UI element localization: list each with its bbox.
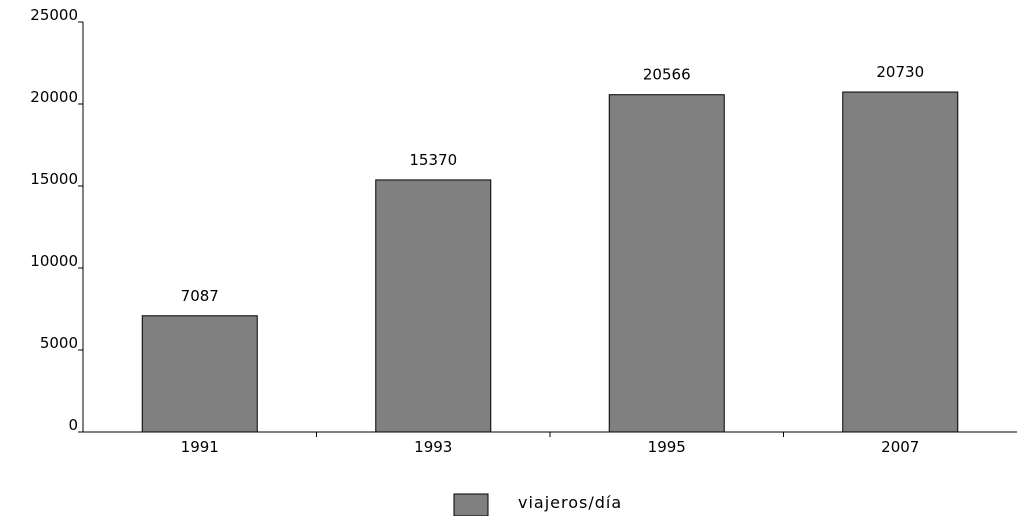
y-tick-label: 10000 [30, 252, 78, 270]
x-tick-label: 1991 [181, 438, 219, 456]
chart-legend: viajeros/día [453, 493, 622, 516]
data-label: 15370 [409, 151, 457, 169]
y-tick-label: 5000 [40, 334, 78, 352]
y-axis-ticks: 0 5000 10000 15000 20000 25000 [30, 6, 83, 434]
bar-series: 7087 15370 20566 20730 [141, 63, 959, 433]
bar-2007 [842, 91, 959, 433]
y-tick-label: 0 [68, 416, 78, 434]
bar-1995 [608, 94, 725, 433]
legend-swatch [453, 493, 489, 516]
data-label: 7087 [181, 287, 219, 305]
bar-1991 [141, 315, 258, 433]
x-tick-label: 1995 [648, 438, 686, 456]
x-tick-label: 1993 [414, 438, 452, 456]
y-tick-label: 15000 [30, 170, 78, 188]
legend-label: viajeros/día [518, 493, 622, 512]
bar-1993 [375, 179, 492, 433]
data-label: 20566 [643, 66, 691, 84]
x-tick-label: 2007 [881, 438, 919, 456]
y-tick-label: 20000 [30, 88, 78, 106]
data-label: 20730 [876, 63, 924, 81]
y-tick-label: 25000 [30, 6, 78, 24]
x-axis-ticks: 1991 1993 1995 2007 [181, 432, 919, 456]
